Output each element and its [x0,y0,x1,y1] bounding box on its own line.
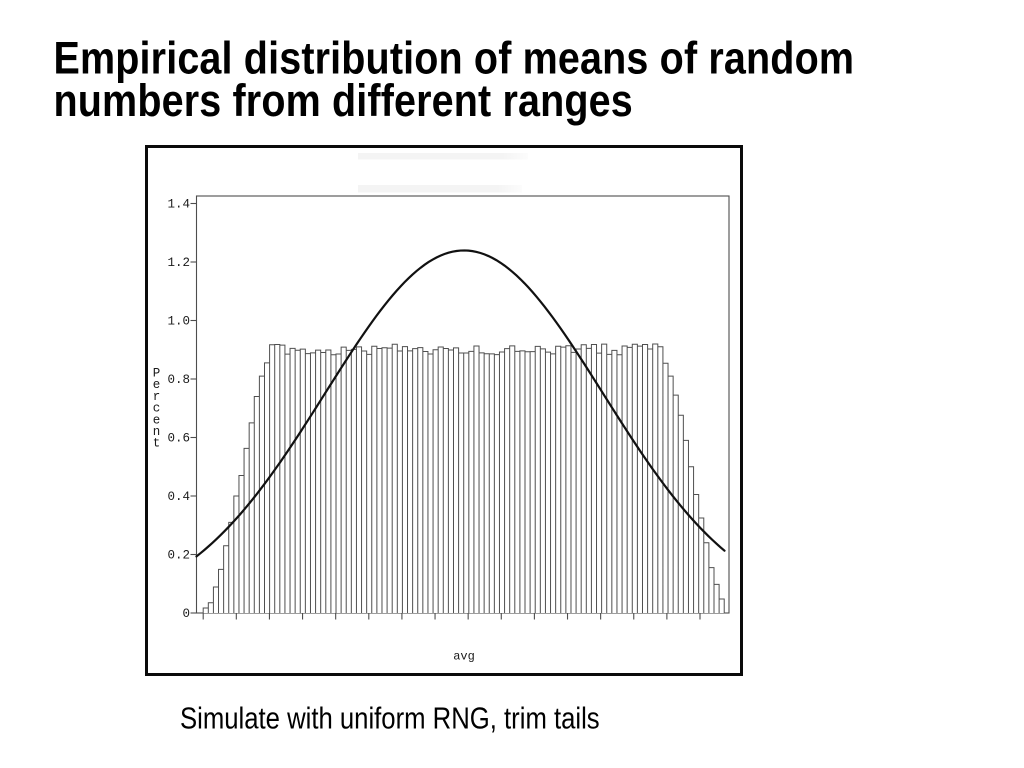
svg-text:1.2: 1.2 [167,256,190,270]
svg-text:0.4: 0.4 [167,490,190,504]
svg-text:0: 0 [182,607,190,621]
svg-text:e: e [153,413,161,427]
svg-text:0.2: 0.2 [167,549,190,563]
svg-text:1.0: 1.0 [167,315,190,329]
svg-text:e: e [153,378,161,392]
svg-text:1.4: 1.4 [167,198,190,212]
svg-text:r: r [153,390,161,404]
svg-text:avg: avg [453,650,475,664]
svg-text:0.8: 0.8 [167,373,190,387]
svg-text:t: t [153,437,161,451]
svg-text:P: P [153,367,161,381]
svg-text:0.6: 0.6 [167,432,190,446]
svg-text:c: c [153,402,161,416]
svg-text:n: n [153,425,161,439]
